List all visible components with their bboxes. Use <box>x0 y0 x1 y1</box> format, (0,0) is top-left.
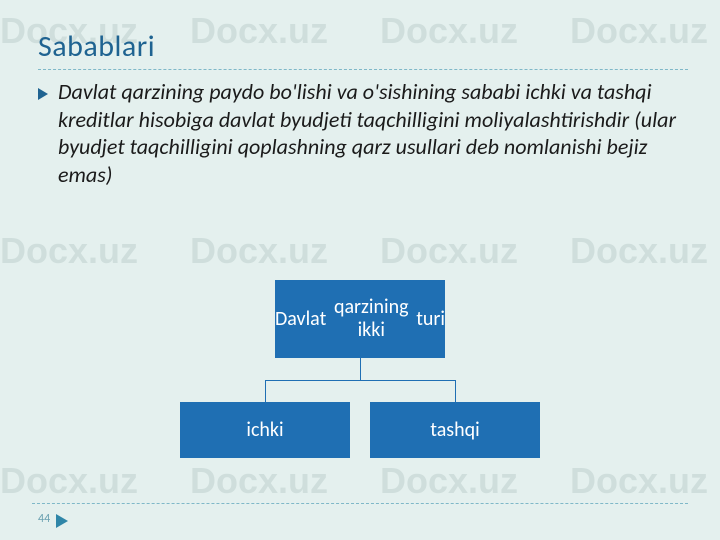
body-text: Davlat qarzining paydo bo'lishi va o'sis… <box>58 78 688 188</box>
org-child-node: tashqi <box>370 402 540 458</box>
watermark-text: Docx.uz <box>0 230 138 272</box>
bullet-arrow-icon <box>38 88 48 100</box>
watermark-text: Docx.uz <box>190 230 328 272</box>
page-title: Sabablari <box>38 28 688 65</box>
org-chart-area: Davlatqarzining ikkituri ichki tashqi <box>0 280 720 480</box>
body-row: Davlat qarzining paydo bo'lishi va o'sis… <box>38 78 688 188</box>
corner-arrow-icon <box>56 514 68 528</box>
watermark-text: Docx.uz <box>380 230 518 272</box>
page-number: 44 <box>38 512 50 526</box>
title-rule <box>38 69 688 70</box>
bottom-rule <box>32 503 688 504</box>
org-chart: Davlatqarzining ikkituri ichki tashqi <box>170 280 550 480</box>
watermark-text: Docx.uz <box>570 230 708 272</box>
slide-content: Sabablari Davlat qarzining paydo bo'lish… <box>0 0 720 188</box>
org-child-node: ichki <box>180 402 350 458</box>
